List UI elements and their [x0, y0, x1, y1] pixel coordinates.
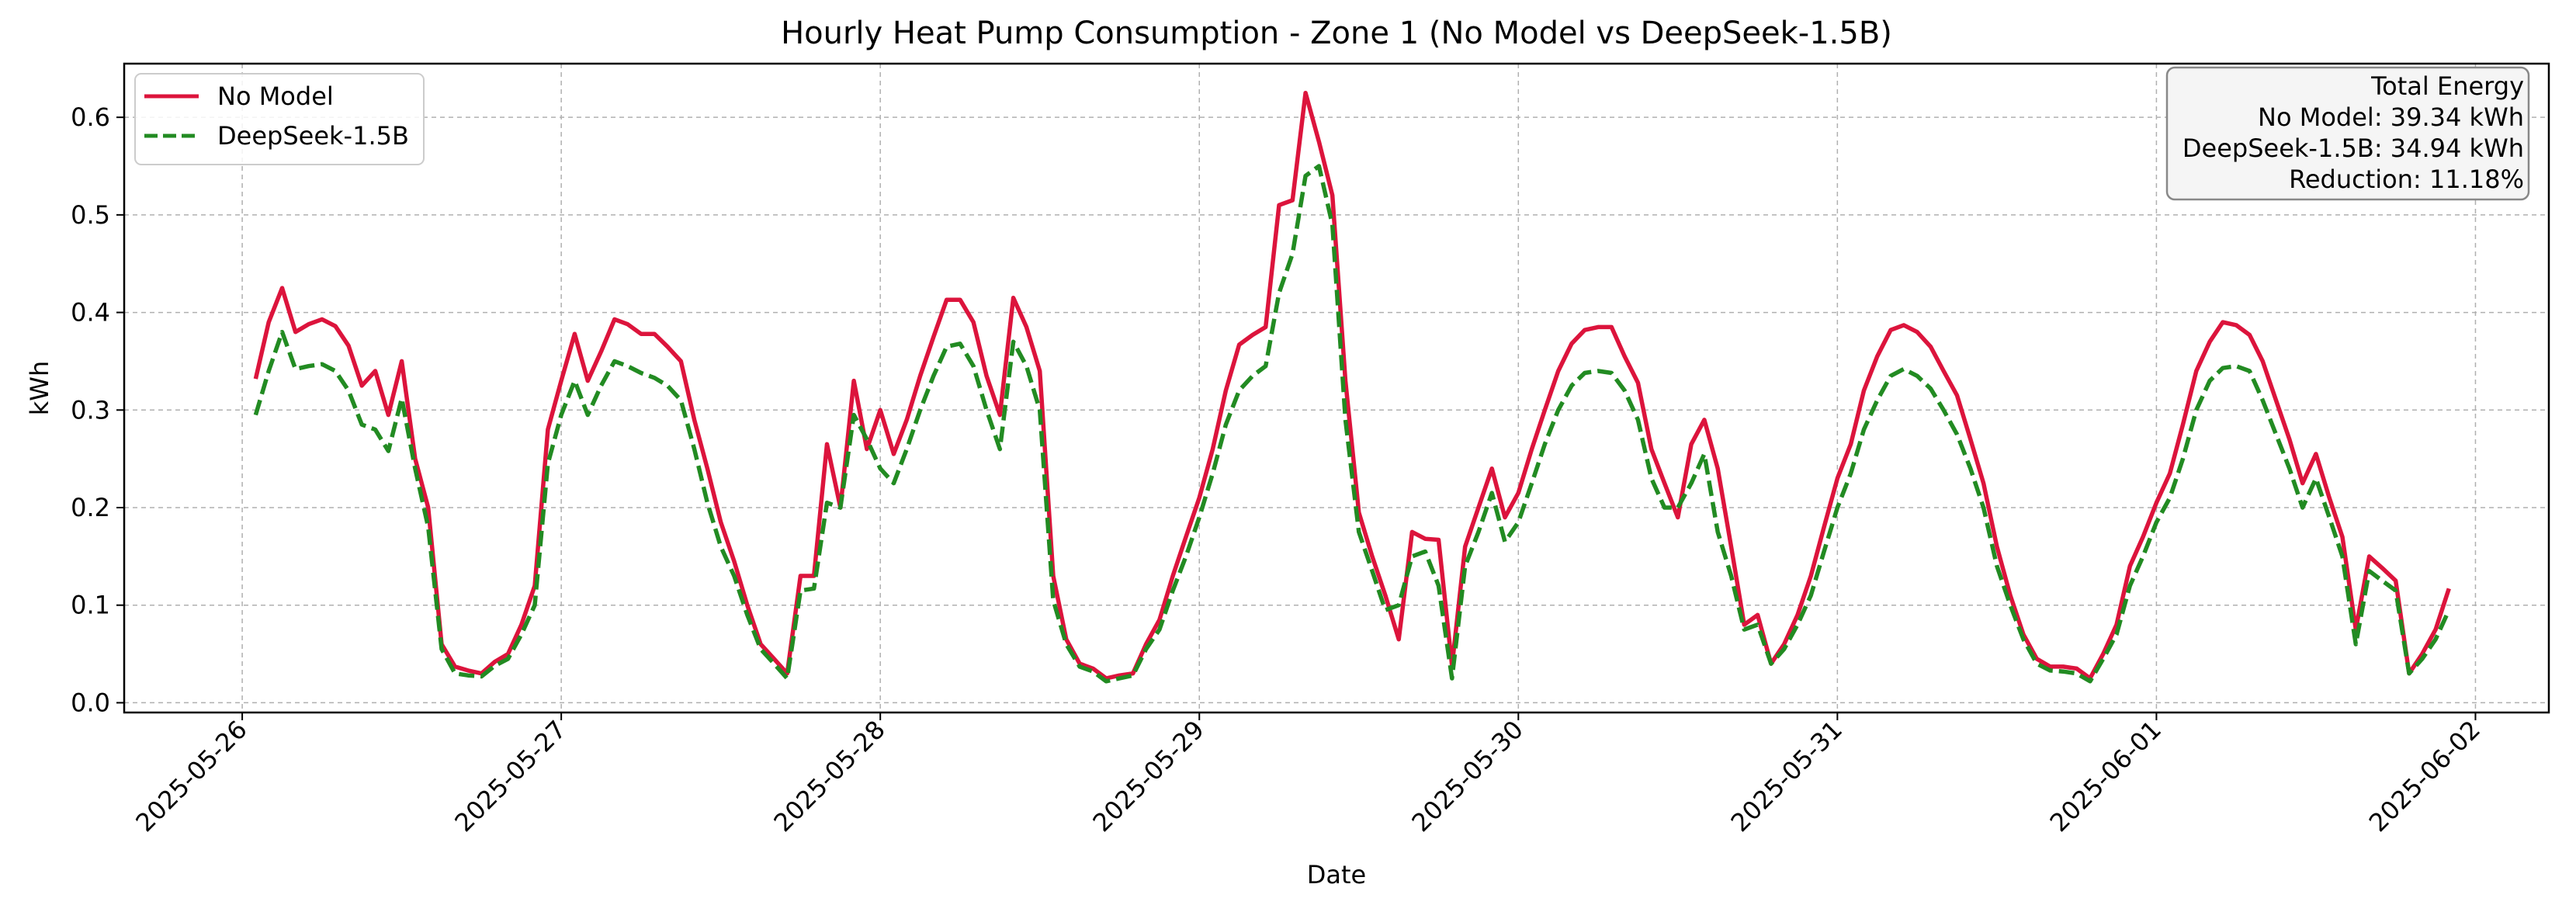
y-tick-label: 0.2	[71, 493, 110, 522]
legend-label-no-model: No Model	[217, 81, 334, 111]
y-tick-label: 0.3	[71, 395, 110, 425]
series-line-no-model	[253, 90, 2451, 681]
energy-annotation: Total Energy No Model: 39.34 kWh DeepSee…	[2165, 66, 2530, 201]
annotation-title: Total Energy	[2370, 71, 2524, 101]
legend-label-deepseek: DeepSeek-1.5B	[217, 121, 409, 151]
x-axis-title: Date	[1307, 860, 1366, 889]
legend: No Model DeepSeek-1.5B	[134, 73, 425, 165]
y-tick-label: 0.4	[71, 298, 110, 328]
y-axis-title: kWh	[25, 361, 54, 415]
annotation-no-model: No Model: 39.34 kWh	[2258, 102, 2524, 132]
x-tick-label: 2025-05-31	[1725, 715, 1848, 837]
x-tick-label: 2025-06-02	[2363, 715, 2486, 837]
x-tick-label: 2025-05-29	[1087, 715, 1210, 837]
plot-area-frame	[123, 62, 2550, 714]
y-tick-label: 0.6	[71, 102, 110, 132]
annotation-box	[2165, 66, 2530, 201]
annotation-deepseek: DeepSeek-1.5B: 34.94 kWh	[2182, 133, 2524, 163]
x-tick-label: 2025-05-30	[1406, 715, 1529, 837]
y-tick-label: 0.0	[71, 688, 110, 717]
series-line-deepseek-1-5b	[253, 164, 2451, 684]
annotation-reduction: Reduction: 11.18%	[2289, 165, 2524, 194]
series-layer	[253, 90, 2451, 684]
x-tick-label: 2025-05-26	[130, 715, 252, 837]
chart-title: Hourly Heat Pump Consumption - Zone 1 (N…	[781, 16, 1892, 51]
x-tick-label: 2025-06-01	[2044, 715, 2167, 837]
y-tick-label: 0.5	[71, 200, 110, 230]
legend-box	[134, 73, 425, 165]
x-tick-label: 2025-05-27	[449, 715, 571, 837]
y-tick-label: 0.1	[71, 591, 110, 620]
x-tick-label: 2025-05-28	[768, 715, 890, 837]
